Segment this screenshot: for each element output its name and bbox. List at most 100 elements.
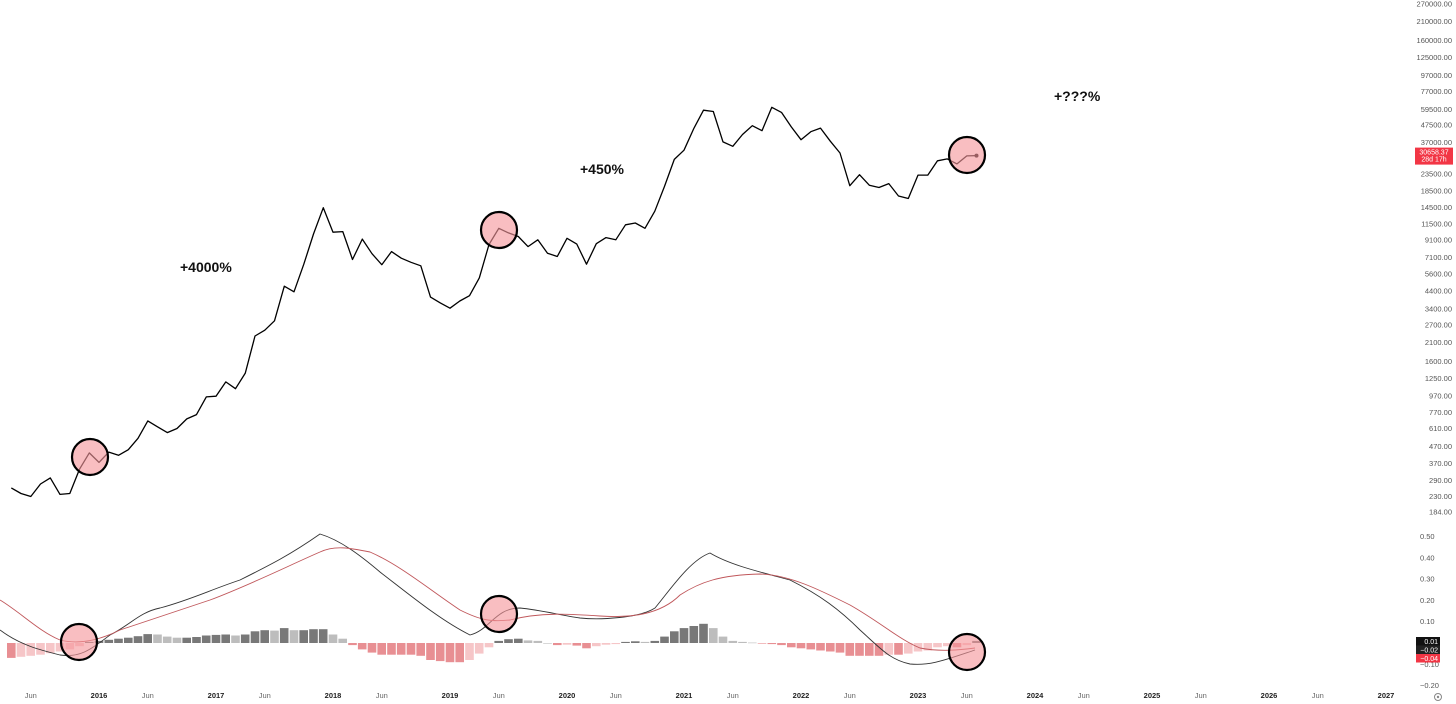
- macd-histogram-bar: [796, 643, 806, 649]
- macd-histogram-bar: [260, 630, 269, 643]
- price-tick-label: 160000.00: [1417, 36, 1452, 45]
- time-tick-label: 2020: [559, 691, 576, 700]
- price-tick-label: 770.00: [1429, 408, 1452, 417]
- macd-histogram-bar: [46, 643, 55, 654]
- price-tick-label: 470.00: [1429, 442, 1452, 451]
- macd-histogram-bar: [279, 628, 289, 643]
- macd-histogram-bar: [455, 643, 464, 663]
- macd-histogram-bar: [777, 643, 786, 646]
- macd-histogram-bar: [182, 637, 191, 643]
- time-tick-label: 2026: [1261, 691, 1278, 700]
- price-tick-label: 210000.00: [1417, 17, 1452, 26]
- price-tick-label: 18500.00: [1421, 186, 1452, 195]
- time-tick-label: Jun: [610, 691, 622, 700]
- macd-histogram-bar: [240, 634, 250, 643]
- macd-histogram-bar: [806, 643, 816, 650]
- price-tick-label: 97000.00: [1421, 71, 1452, 80]
- macd-histogram-bar: [904, 643, 913, 654]
- macd-value-tag: [1416, 645, 1440, 654]
- macd-value-tag: [1416, 654, 1440, 663]
- macd-histogram-bar: [465, 643, 474, 660]
- macd-histogram-bar: [484, 643, 494, 648]
- time-tick-label: Jun: [142, 691, 154, 700]
- macd-histogram-bar: [445, 643, 455, 663]
- settings-icon[interactable]: [1434, 693, 1442, 701]
- macd-histogram-bar: [7, 643, 16, 658]
- last-price-value: 30658.37: [1419, 150, 1448, 157]
- macd-histogram-bar: [718, 636, 728, 643]
- macd-histogram-bar: [377, 643, 386, 655]
- macd-histogram-bar: [426, 643, 435, 660]
- price-tick-label: 230.00: [1429, 492, 1452, 501]
- time-tick-label: 2018: [325, 691, 342, 700]
- time-tick-label: Jun: [25, 691, 37, 700]
- macd-histogram-bar: [601, 643, 611, 645]
- macd-histogram-bar: [660, 636, 669, 643]
- macd-histogram-bar: [884, 643, 894, 655]
- time-axis: Jun 2016 Jun 2017 Jun 2018 Jun 2019 Jun 2020 Jun 20…: [25, 691, 1395, 700]
- price-tick-label: 4400.00: [1425, 286, 1452, 295]
- last-price-tag: [1415, 147, 1453, 165]
- time-tick-label: Jun: [844, 691, 856, 700]
- macd-histogram-bar: [153, 634, 162, 643]
- macd-histogram-bar: [289, 630, 299, 643]
- gain-annotation: +4000%: [180, 259, 232, 275]
- highlight-circle: [479, 594, 519, 634]
- time-tick-label: 2019: [442, 691, 459, 700]
- macd-histogram-bar: [874, 643, 884, 656]
- macd-histogram-bar: [104, 639, 114, 643]
- price-tick-label: 7100.00: [1425, 253, 1452, 262]
- macd-value-tag-label: 0.01: [1424, 639, 1438, 646]
- price-tick-label: 2100.00: [1425, 338, 1452, 347]
- price-tick-label: 77000.00: [1421, 87, 1452, 96]
- macd-histogram-bar: [933, 643, 942, 648]
- time-tick-label: 2025: [1144, 691, 1161, 700]
- time-tick-label: Jun: [727, 691, 739, 700]
- time-tick-label: 2024: [1027, 691, 1045, 700]
- macd-histogram-bar: [845, 643, 855, 656]
- macd-histogram-bar: [124, 637, 133, 643]
- macd-histogram-bar: [572, 643, 582, 646]
- price-tick-label: 9100.00: [1425, 236, 1452, 245]
- price-tick-label: 47500.00: [1421, 121, 1452, 130]
- macd-tick-label: 0.40: [1420, 553, 1435, 562]
- macd-histogram-bar: [543, 643, 552, 644]
- macd-histogram-bar: [611, 643, 621, 645]
- highlight-circle: [479, 210, 519, 250]
- price-tick-label: 290.00: [1429, 476, 1452, 485]
- macd-histogram-bar: [357, 643, 367, 650]
- time-tick-label: 2022: [793, 691, 810, 700]
- price-tick-label: 5600.00: [1425, 270, 1452, 279]
- price-tick-label: 125000.00: [1417, 53, 1452, 62]
- macd-histogram-bar: [55, 643, 65, 652]
- price-tick-label: 14500.00: [1421, 203, 1452, 212]
- macd-histogram-bar: [728, 640, 738, 643]
- macd-value-tag-label: −0.02: [1420, 647, 1438, 654]
- macd-axis: 0.50 0.40 0.30 0.20 0.10 −0.10 −0.20: [1420, 532, 1439, 690]
- price-tick-label: 2700.00: [1425, 320, 1452, 329]
- macd-histogram-bar: [699, 623, 708, 643]
- macd-histogram-bar: [738, 641, 747, 643]
- macd-tick-label: 0.10: [1420, 617, 1435, 626]
- macd-histogram-bar: [201, 635, 211, 643]
- macd-histogram-bar: [133, 636, 143, 643]
- time-tick-label: 2017: [208, 691, 225, 700]
- macd-histogram-bar: [621, 641, 630, 643]
- macd-histogram-bar: [94, 640, 104, 643]
- time-tick-label: Jun: [259, 691, 271, 700]
- macd-histogram-bar: [504, 639, 513, 643]
- macd-histogram-bar: [192, 637, 201, 643]
- macd-histogram-bar: [748, 642, 757, 644]
- macd-histogram-bar: [631, 641, 640, 643]
- price-tick-label: 610.00: [1429, 424, 1452, 433]
- macd-histogram-bar: [553, 643, 562, 646]
- macd-histogram-bar: [474, 643, 484, 654]
- time-tick-label: Jun: [493, 691, 505, 700]
- macd-histogram-bar: [309, 629, 318, 643]
- macd-histogram-bar: [679, 628, 689, 643]
- macd-value-tag-label: −0.04: [1420, 656, 1438, 663]
- macd-histogram-bar: [670, 631, 679, 643]
- macd-histogram-bar: [494, 640, 503, 643]
- macd-value-tag: [1416, 637, 1440, 646]
